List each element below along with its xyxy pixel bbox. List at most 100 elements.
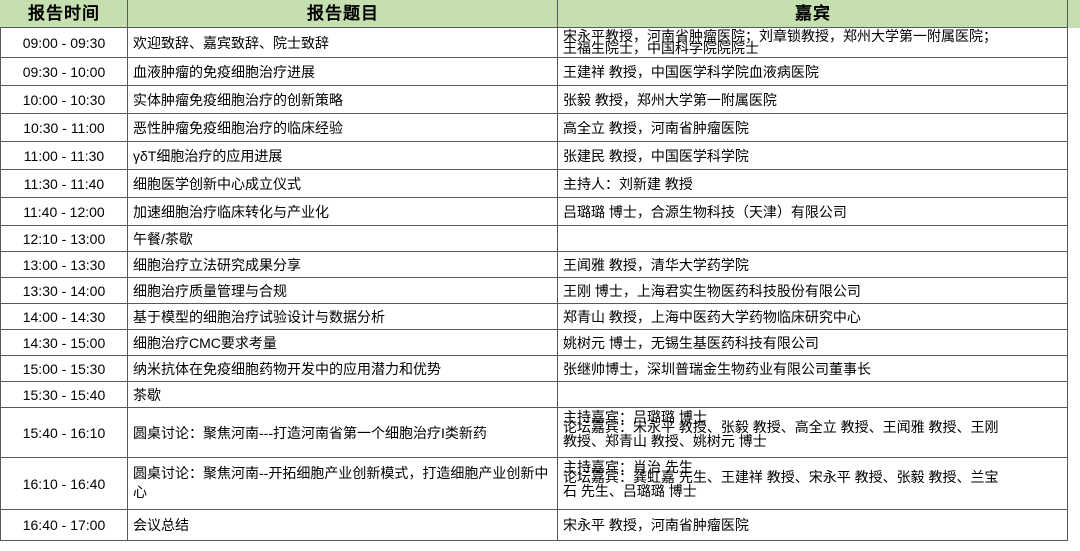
cell-time: 13:30 - 14:00 — [22, 283, 106, 299]
column-header-title: 报告题目 — [128, 0, 558, 28]
guest-line-2: 石 先生、吕璐璐 博士 — [563, 483, 697, 499]
grid-line-horizontal — [0, 381, 1068, 382]
cell-title: 会议总结 — [133, 517, 189, 533]
grid-line-horizontal — [0, 225, 1068, 226]
table-row: 14:00 - 14:30 基于模型的细胞治疗试验设计与数据分析 郑青山 教授，… — [0, 304, 1080, 330]
grid-line-horizontal — [0, 457, 1068, 458]
grid-line-horizontal — [0, 509, 1068, 510]
cell-time: 15:30 - 15:40 — [22, 387, 106, 403]
cell-title: γδT细胞治疗的应用进展 — [133, 148, 283, 164]
cell-title: 实体肿瘤免疫细胞治疗的创新策略 — [133, 92, 343, 108]
grid-line-horizontal — [0, 540, 1068, 541]
table-row: 09:30 - 10:00 血液肿瘤的免疫细胞治疗进展 王建祥 教授，中国医学科… — [0, 58, 1080, 86]
table-row: 15:40 - 16:10 圆桌讨论：聚焦河南---打造河南省第一个细胞治疗I类… — [0, 408, 1080, 458]
grid-line-horizontal — [0, 355, 1068, 356]
cell-time: 16:40 - 17:00 — [22, 517, 106, 533]
cell-guest: 姚树元 博士，无锡生基医药科技有限公司 — [563, 335, 819, 351]
cell-time: 13:00 - 13:30 — [22, 257, 106, 273]
cell-title: 细胞医学创新中心成立仪式 — [133, 176, 301, 192]
table-row: 11:00 - 11:30 γδT细胞治疗的应用进展 张建民 教授，中国医学科学… — [0, 142, 1080, 170]
cell-time: 15:40 - 16:10 — [22, 425, 106, 441]
guest-line-2: 王福生院士，中国科学院院院士 — [563, 40, 759, 56]
grid-line-vertical — [0, 27, 1, 541]
guest-host-line: 主持嘉宾：肖治 先生 — [563, 459, 693, 475]
cell-guest: 高全立 教授，河南省肿瘤医院 — [563, 120, 749, 136]
grid-line-horizontal — [0, 197, 1068, 198]
table-row: 09:00 - 09:30 欢迎致辞、嘉宾致辞、院士致辞 宋永平教授，河南省肿瘤… — [0, 28, 1080, 58]
cell-time: 09:00 - 09:30 — [22, 35, 106, 51]
cell-guest: 王刚 博士，上海君实生物医药科技股份有限公司 — [563, 283, 861, 299]
grid-line-horizontal — [0, 57, 1068, 58]
table-row: 10:00 - 10:30 实体肿瘤免疫细胞治疗的创新策略 张毅 教授，郑州大学… — [0, 86, 1080, 114]
table-row: 15:00 - 15:30 纳米抗体在免疫细胞药物开发中的应用潜力和优势 张继帅… — [0, 356, 1080, 382]
cell-title: 恶性肿瘤免疫细胞治疗的临床经验 — [133, 120, 343, 136]
cell-guest: 主持嘉宾：肖治 先生 论坛嘉宾：龚虹嘉 先生、王建祥 教授、宋永平 教授、张毅 … — [558, 458, 1068, 510]
cell-title: 欢迎致辞、嘉宾致辞、院士致辞 — [133, 35, 329, 51]
table-row: 15:30 - 15:40 茶歇 — [0, 382, 1080, 408]
table-row: 14:30 - 15:00 细胞治疗CMC要求考量 姚树元 博士，无锡生基医药科… — [0, 330, 1080, 356]
grid-line-vertical — [127, 0, 128, 541]
cell-title: 细胞治疗CMC要求考量 — [133, 335, 277, 351]
cell-time: 12:10 - 13:00 — [22, 231, 106, 247]
cell-time: 10:00 - 10:30 — [22, 92, 106, 108]
table-row: 11:30 - 11:40 细胞医学创新中心成立仪式 主持人：刘新建 教授 — [0, 170, 1080, 198]
grid-line-horizontal — [0, 303, 1068, 304]
guest-line-1: 论坛嘉宾：宋永平 教授、张毅 教授、高全立 教授、王闻雅 教授、王刚 — [563, 419, 999, 435]
cell-title: 基于模型的细胞治疗试验设计与数据分析 — [133, 309, 385, 325]
cell-guest: 郑青山 教授，上海中医药大学药物临床研究中心 — [563, 309, 861, 325]
table-row: 11:40 - 12:00 加速细胞治疗临床转化与产业化 吕璐璐 博士，合源生物… — [0, 198, 1080, 226]
grid-line-horizontal — [0, 251, 1068, 252]
cell-title: 血液肿瘤的免疫细胞治疗进展 — [133, 64, 315, 80]
cell-title: 纳米抗体在免疫细胞药物开发中的应用潜力和优势 — [133, 361, 441, 377]
grid-line-horizontal — [0, 169, 1068, 170]
cell-time: 11:40 - 12:00 — [23, 204, 105, 220]
table-row: 13:00 - 13:30 细胞治疗立法研究成果分享 王闻雅 教授，清华大学药学… — [0, 252, 1080, 278]
grid-line-horizontal — [0, 407, 1068, 408]
cell-guest: 主持人：刘新建 教授 — [563, 176, 693, 192]
grid-line-horizontal — [0, 141, 1068, 142]
cell-time: 09:30 - 10:00 — [22, 64, 106, 80]
grid-line-horizontal — [0, 27, 1068, 28]
table-header-row: 报告时间 报告题目 嘉宾 — [0, 0, 1080, 28]
grid-line-horizontal — [0, 85, 1068, 86]
cell-time: 11:00 - 11:30 — [23, 148, 105, 164]
table-row: 10:30 - 11:00 恶性肿瘤免疫细胞治疗的临床经验 高全立 教授，河南省… — [0, 114, 1080, 142]
cell-time: 11:30 - 11:40 — [23, 176, 105, 192]
grid-line-horizontal — [0, 329, 1068, 330]
cell-time: 15:00 - 15:30 — [22, 361, 106, 377]
cell-guest: 张毅 教授，郑州大学第一附属医院 — [563, 92, 777, 108]
cell-guest: 王建祥 教授，中国医学科学院血液病医院 — [563, 64, 819, 80]
cell-guest — [558, 382, 1068, 408]
table-row: 16:10 - 16:40 圆桌讨论：聚焦河南--开拓细胞产业创新模式，打造细胞… — [0, 458, 1080, 510]
guest-host-line: 主持嘉宾：吕璐璐 博士 — [563, 409, 707, 425]
cell-guest — [558, 226, 1068, 252]
cell-time: 14:00 - 14:30 — [22, 309, 106, 325]
cell-guest: 王闻雅 教授，清华大学药学院 — [563, 257, 749, 273]
grid-line-horizontal — [0, 113, 1068, 114]
cell-guest: 主持嘉宾：吕璐璐 博士 论坛嘉宾：宋永平 教授、张毅 教授、高全立 教授、王闻雅… — [558, 408, 1068, 458]
column-header-time: 报告时间 — [0, 0, 128, 28]
cell-title: 圆桌讨论：聚焦河南---打造河南省第一个细胞治疗I类新药 — [133, 425, 487, 441]
cell-title: 午餐/茶歇 — [133, 231, 193, 247]
cell-title: 茶歇 — [133, 387, 161, 403]
table-row: 16:40 - 17:00 会议总结 宋永平 教授，河南省肿瘤医院 — [0, 510, 1080, 540]
cell-guest: 吕璐璐 博士，合源生物科技（天津）有限公司 — [563, 204, 847, 220]
cell-time: 10:30 - 11:00 — [23, 120, 105, 136]
guest-line-2: 教授、郑青山 教授、姚树元 博士 — [563, 433, 767, 449]
cell-guest: 张建民 教授，中国医学科学院 — [563, 148, 749, 164]
cell-time: 16:10 - 16:40 — [22, 476, 106, 492]
guest-line-1: 论坛嘉宾：龚虹嘉 先生、王建祥 教授、宋永平 教授、张毅 教授、兰宝 — [563, 469, 999, 485]
column-header-guest: 嘉宾 — [558, 0, 1068, 28]
grid-line-vertical — [1067, 0, 1068, 541]
cell-time: 14:30 - 15:00 — [22, 335, 106, 351]
table-row: 12:10 - 13:00 午餐/茶歇 — [0, 226, 1080, 252]
cell-title: 细胞治疗立法研究成果分享 — [133, 257, 301, 273]
cell-title: 细胞治疗质量管理与合规 — [133, 283, 287, 299]
grid-line-vertical — [557, 0, 558, 541]
cell-guest: 张继帅博士，深圳普瑞金生物药业有限公司董事长 — [563, 361, 871, 377]
cell-guest: 宋永平教授，河南省肿瘤医院；刘章锁教授，郑州大学第一附属医院； 王福生院士，中国… — [558, 28, 1068, 58]
guest-line-1: 宋永平教授，河南省肿瘤医院；刘章锁教授，郑州大学第一附属医院； — [563, 28, 997, 44]
cell-guest: 宋永平 教授，河南省肿瘤医院 — [563, 517, 749, 533]
cell-title: 圆桌讨论：聚焦河南--开拓细胞产业创新模式，打造细胞产业创新中心 — [133, 465, 549, 500]
